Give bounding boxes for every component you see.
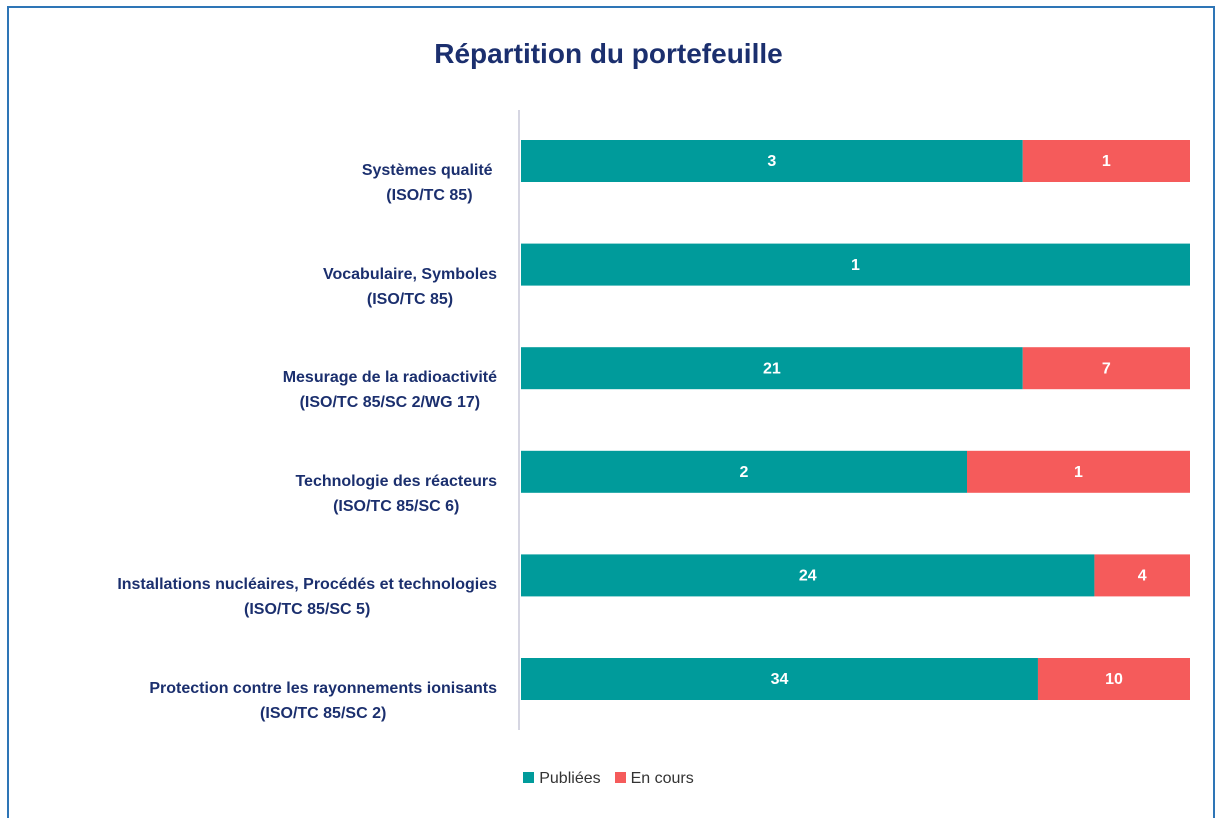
data-label: 4 — [1138, 568, 1147, 585]
legend: Publiées En cours — [0, 770, 1217, 788]
legend-label: En cours — [630, 770, 694, 787]
data-label: 2 — [740, 464, 749, 481]
bar-segment — [1022, 347, 1190, 390]
data-label: 1 — [851, 257, 860, 274]
legend-label: Publiées — [539, 770, 601, 787]
bar-segment — [1037, 658, 1190, 700]
category-label: Protection contre les rayonnements ionis… — [149, 680, 497, 722]
bar-segment — [521, 554, 1095, 597]
data-label: 1 — [1074, 464, 1083, 481]
data-label: 1 — [1102, 153, 1111, 170]
bar-segment — [1022, 140, 1190, 182]
data-label: 34 — [771, 671, 789, 688]
data-label: 10 — [1105, 671, 1123, 688]
bar-segment — [521, 347, 1023, 390]
bar-segment — [521, 450, 967, 493]
bar-segment — [967, 450, 1190, 493]
bar-segment — [521, 658, 1038, 700]
data-label: 24 — [799, 568, 817, 585]
legend-swatch — [614, 772, 626, 783]
data-label: 7 — [1102, 360, 1111, 377]
legend-item: En cours — [614, 770, 694, 788]
data-label: 3 — [767, 153, 776, 170]
data-label: 21 — [763, 360, 781, 377]
bar-segment — [521, 243, 1190, 286]
bar-segment — [521, 140, 1023, 182]
legend-swatch — [523, 772, 535, 783]
frame — [7, 6, 1215, 818]
category-label: Mesurage de la radioactivité (ISO/TC 85/… — [282, 369, 497, 412]
category-label: Vocabulaire, Symboles (ISO/TC 85) — [323, 265, 497, 308]
category-label: Technologie des réacteurs (ISO/TC 85/SC … — [295, 472, 497, 515]
legend-item: Publiées — [523, 770, 601, 788]
bar-segment — [1094, 554, 1190, 597]
category-label: Systèmes qualité (ISO/TC 85) — [361, 162, 493, 204]
category-label: Installations nucléaires, Procédés et te… — [117, 576, 497, 619]
chart-title: Répartition du portefeuille — [434, 38, 783, 69]
